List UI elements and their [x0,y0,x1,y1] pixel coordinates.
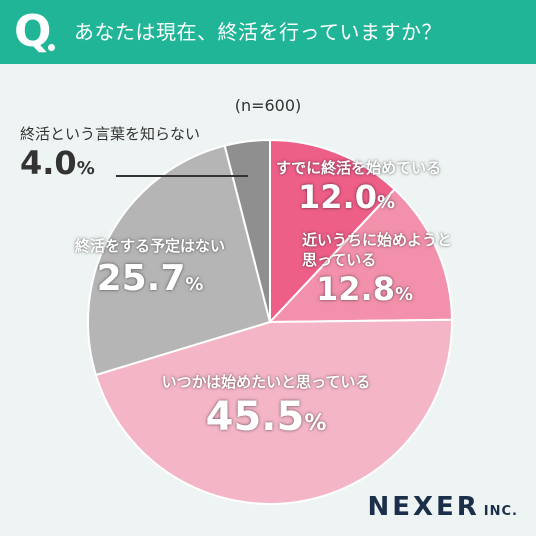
label-unknown-name: 終活という言葉を知らない [20,125,201,143]
slice-unknown [223,138,271,323]
label-soon-name-1: 近いうちに始めようと [302,231,453,249]
label-no-plan-percent: % [185,274,204,295]
leader-line-unknown [116,175,248,177]
label-started-number: 12.0 [298,178,377,216]
q-letter: Q [14,6,52,57]
label-unknown-number: 4.0 [20,144,77,182]
label-soon-number: 12.8 [316,270,395,308]
label-no-plan: 終活をする予定はない 25.7% [46,236,254,308]
question-header: Q あなたは現在、終活を行っていますか？ [0,0,536,64]
question-text: あなたは現在、終活を行っていますか？ [74,20,442,44]
label-no-plan-name: 終活をする予定はない [74,237,225,255]
label-soon-name-2: 思っている [302,251,377,269]
label-started: すでに終活を始めている 12.0% [276,158,441,222]
label-soon-value: 12.8% [316,270,452,314]
label-unknown: 終活という言葉を知らない 4.0% [20,124,200,188]
label-someday-percent: % [304,411,327,436]
slice-no-plan [87,144,272,377]
label-started-value: 12.0% [298,178,441,222]
label-soon: 近いうちに始めようと 思っている 12.8% [302,230,452,314]
label-someday-value: 45.5% [136,392,396,449]
logo-main-text: NEXER [367,492,480,522]
logo-sub-text: INC. [483,504,518,519]
label-started-name: すでに終活を始めている [276,159,442,177]
label-someday-number: 45.5 [205,394,305,440]
label-started-percent: % [376,192,395,213]
label-no-plan-value: 25.7% [46,256,254,308]
sample-size: (n=600) [234,96,302,115]
slice-started [269,138,397,325]
nexer-logo: NEXER INC. [367,492,518,522]
label-unknown-value: 4.0% [20,144,200,188]
slice-someday [94,318,453,506]
slice-soon [267,187,453,324]
label-unknown-percent: % [76,158,95,179]
label-soon-percent: % [394,284,413,305]
label-someday-name: いつかは始めたいと思っている [161,373,371,391]
label-no-plan-number: 25.7 [96,258,186,299]
q-dot-icon [48,44,55,51]
label-someday: いつかは始めたいと思っている 45.5% [136,372,396,449]
